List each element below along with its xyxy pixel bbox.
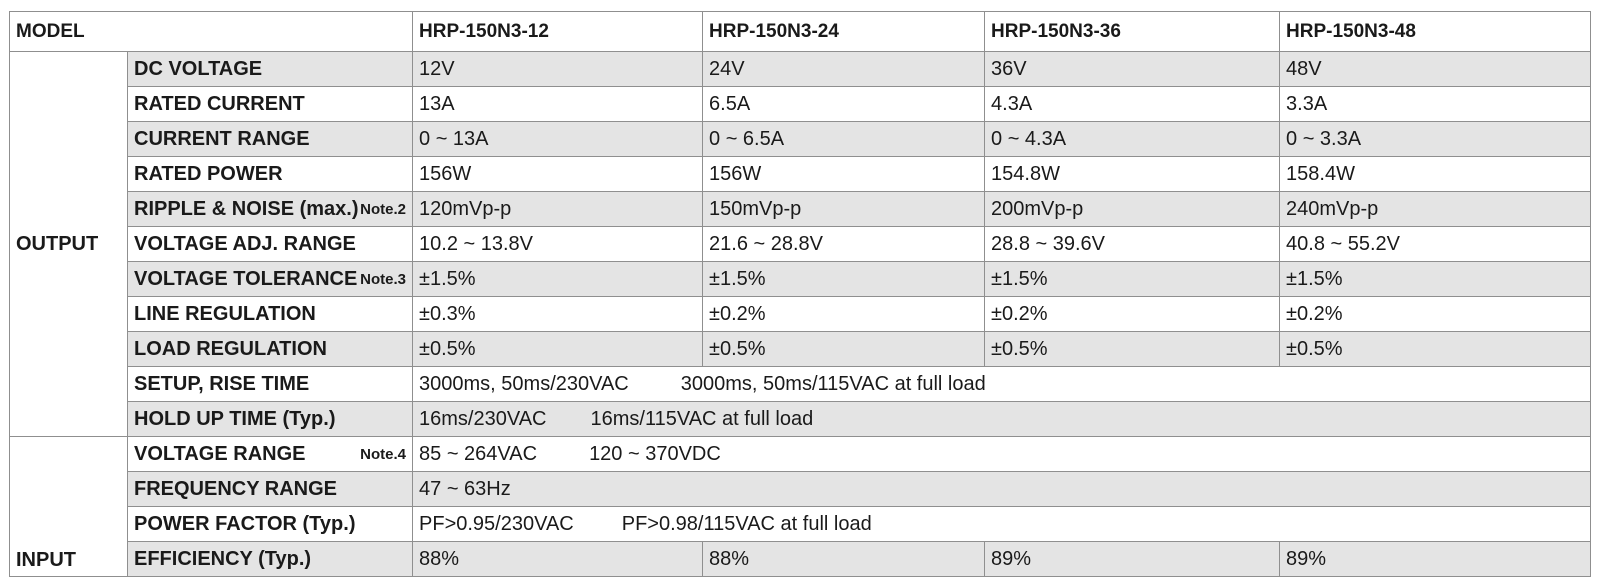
spec-value: ±0.5% (984, 331, 1281, 367)
spec-value: 88% (412, 541, 704, 577)
group-label-output: OUTPUT (9, 51, 128, 437)
spec-value: 240mVp-p (1279, 191, 1592, 227)
spec-value: 200mVp-p (984, 191, 1281, 227)
spec-value: 120 ~ 370VDC (589, 442, 721, 465)
spec-table: MODEL HRP-150N3-12 HRP-150N3-24 HRP-150N… (8, 11, 1592, 577)
param-label: VOLTAGE RANGE (134, 442, 306, 465)
spec-row-line-regulation: LINE REGULATION ±0.3% ±0.2% ±0.2% ±0.2% (10, 296, 1592, 332)
param-label: EFFICIENCY (Typ.) (126, 541, 414, 577)
spec-value: 0 ~ 6.5A (702, 121, 986, 157)
param-label-cell: RIPPLE & NOISE (max.) Note.2 (126, 191, 414, 227)
spec-row-rated-power: RATED POWER 156W 156W 154.8W 158.4W (10, 156, 1592, 192)
spec-value: ±0.2% (1279, 296, 1592, 332)
spec-row-setup-rise: SETUP, RISE TIME 3000ms, 50ms/230VAC 3000… (10, 366, 1592, 402)
param-label: LOAD REGULATION (126, 331, 414, 367)
spec-row-voltage-adj: VOLTAGE ADJ. RANGE 10.2 ~ 13.8V 21.6 ~ 2… (10, 226, 1592, 262)
spec-value: ±0.2% (984, 296, 1281, 332)
spec-value: ±1.5% (984, 261, 1281, 297)
spec-value: 120mVp-p (412, 191, 704, 227)
spec-row-current-range: CURRENT RANGE 0 ~ 13A 0 ~ 6.5A 0 ~ 4.3A … (10, 121, 1592, 157)
spec-value: 88% (702, 541, 986, 577)
spec-value: ±0.5% (1279, 331, 1592, 367)
spec-value: 12V (412, 51, 704, 87)
model-name: HRP-150N3-24 (702, 11, 986, 52)
spec-value: 47 ~ 63Hz (412, 471, 1592, 507)
spec-value: 6.5A (702, 86, 986, 122)
spec-row-load-regulation: LOAD REGULATION ±0.5% ±0.5% ±0.5% ±0.5% (10, 331, 1592, 367)
spec-value: 10.2 ~ 13.8V (412, 226, 704, 262)
spec-value: 28.8 ~ 39.6V (984, 226, 1281, 262)
spec-value: ±1.5% (412, 261, 704, 297)
spec-value: 0 ~ 4.3A (984, 121, 1281, 157)
spec-row-frequency-range: FREQUENCY RANGE 47 ~ 63Hz (10, 471, 1592, 507)
param-label: HOLD UP TIME (Typ.) (126, 401, 414, 437)
spec-row-hold-up: HOLD UP TIME (Typ.) 16ms/230VAC 16ms/115V… (10, 401, 1592, 437)
spec-value: 158.4W (1279, 156, 1592, 192)
spec-value: 24V (702, 51, 986, 87)
spec-value: 40.8 ~ 55.2V (1279, 226, 1592, 262)
param-label-cell: VOLTAGE TOLERANCE Note.3 (126, 261, 414, 297)
spec-value: 3.3A (1279, 86, 1592, 122)
spec-value: ±1.5% (702, 261, 986, 297)
spec-value: ±1.5% (1279, 261, 1592, 297)
group-label-input: INPUT (9, 436, 128, 577)
spec-value: 48V (1279, 51, 1592, 87)
spec-value: 0 ~ 13A (412, 121, 704, 157)
spec-row-rated-current: RATED CURRENT 13A 6.5A 4.3A 3.3A (10, 86, 1592, 122)
note-ref: Note.3 (360, 270, 407, 288)
param-label: RATED CURRENT (126, 86, 414, 122)
spec-row-efficiency: EFFICIENCY (Typ.) 88% 88% 89% 89% (10, 541, 1592, 577)
model-name: HRP-150N3-36 (984, 11, 1281, 52)
header-row: MODEL HRP-150N3-12 HRP-150N3-24 HRP-150N… (8, 11, 1592, 52)
spec-value: PF>0.95/230VAC (419, 512, 574, 535)
spec-row-power-factor: POWER FACTOR (Typ.) PF>0.95/230VAC PF>0.9… (10, 506, 1592, 542)
spec-value: 89% (1279, 541, 1592, 577)
spec-value: 156W (412, 156, 704, 192)
param-label: RIPPLE & NOISE (max.) (134, 197, 359, 220)
spec-value: 36V (984, 51, 1281, 87)
spec-value: ±0.2% (702, 296, 986, 332)
spec-value: 156W (702, 156, 986, 192)
param-label: SETUP, RISE TIME (126, 366, 414, 402)
spec-value-span: 16ms/230VAC 16ms/115VAC at full load (412, 401, 1592, 437)
spec-value: 85 ~ 264VAC (419, 442, 538, 465)
spec-row-voltage-tolerance: VOLTAGE TOLERANCE Note.3 ±1.5% ±1.5% ±1.… (10, 261, 1592, 297)
spec-value: ±0.3% (412, 296, 704, 332)
model-name: HRP-150N3-48 (1279, 11, 1592, 52)
param-label: DC VOLTAGE (126, 51, 414, 87)
param-label: CURRENT RANGE (126, 121, 414, 157)
spec-value: 3000ms, 50ms/230VAC (419, 372, 629, 395)
param-label: RATED POWER (126, 156, 414, 192)
spec-value-span: 3000ms, 50ms/230VAC 3000ms, 50ms/115VAC a… (412, 366, 1592, 402)
spec-row-ripple-noise: RIPPLE & NOISE (max.) Note.2 120mVp-p 15… (10, 191, 1592, 227)
spec-value: 150mVp-p (702, 191, 986, 227)
spec-row-dc-voltage: OUTPUT DC VOLTAGE 12V 24V 36V 48V (9, 51, 1592, 437)
param-label: VOLTAGE TOLERANCE (134, 267, 358, 290)
spec-value: 16ms/230VAC (419, 407, 547, 430)
spec-value: ±0.5% (702, 331, 986, 367)
spec-value: PF>0.98/115VAC at full load (621, 512, 872, 535)
spec-value: 13A (412, 86, 704, 122)
spec-value: 154.8W (984, 156, 1281, 192)
spec-value: ±0.5% (412, 331, 704, 367)
model-label: MODEL (8, 11, 414, 52)
note-ref: Note.4 (360, 445, 407, 463)
spec-value: 4.3A (984, 86, 1281, 122)
param-label: VOLTAGE ADJ. RANGE (126, 226, 414, 262)
spec-value: 3000ms, 50ms/115VAC at full load (680, 372, 986, 395)
param-label-cell: VOLTAGE RANGE Note.4 (126, 436, 414, 472)
spec-value-span: PF>0.95/230VAC PF>0.98/115VAC at full loa… (412, 506, 1592, 542)
param-label: POWER FACTOR (Typ.) (126, 506, 414, 542)
spec-value-span: 85 ~ 264VAC 120 ~ 370VDC (412, 436, 1592, 472)
spec-row-voltage-range: INPUT VOLTAGE RANGE Note.4 85 ~ 264VAC 12… (9, 436, 1592, 577)
spec-value: 21.6 ~ 28.8V (702, 226, 986, 262)
param-label: FREQUENCY RANGE (126, 471, 414, 507)
spec-value: 89% (984, 541, 1281, 577)
note-ref: Note.2 (360, 200, 407, 218)
param-label: LINE REGULATION (126, 296, 414, 332)
model-name: HRP-150N3-12 (412, 11, 704, 52)
spec-value: 16ms/115VAC at full load (590, 407, 814, 430)
spec-value: 0 ~ 3.3A (1279, 121, 1592, 157)
